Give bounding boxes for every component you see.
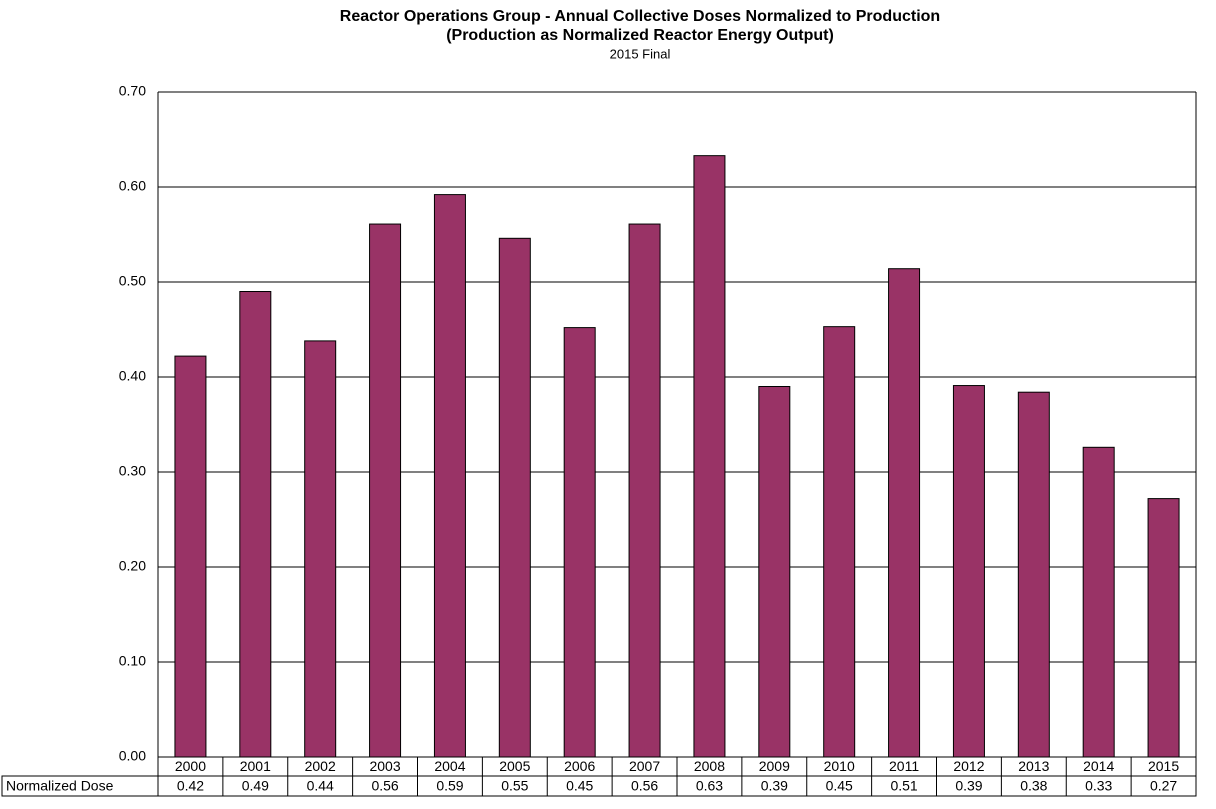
y-tick-label: 0.00 xyxy=(119,748,146,764)
x-tick-label: 2011 xyxy=(889,758,919,774)
bar xyxy=(1017,391,1050,758)
data-label: 0.49 xyxy=(242,778,269,794)
data-label: 0.27 xyxy=(1150,778,1177,794)
x-tick-label: 2001 xyxy=(240,758,271,774)
data-label: 0.45 xyxy=(826,778,853,794)
data-label: 0.42 xyxy=(177,778,204,794)
x-tick-label: 2013 xyxy=(1018,758,1049,774)
legend-label: Normalized Dose xyxy=(6,778,114,794)
data-label: 0.33 xyxy=(1085,778,1112,794)
x-tick-label: 2015 xyxy=(1148,758,1179,774)
table-frame xyxy=(1,775,1197,797)
data-label: 0.45 xyxy=(566,778,593,794)
bar xyxy=(628,223,661,758)
x-tick-label: 2004 xyxy=(434,758,465,774)
y-tick-label: 0.60 xyxy=(119,178,146,194)
bar xyxy=(823,326,856,758)
y-tick-label: 0.40 xyxy=(119,368,146,384)
bar xyxy=(563,327,596,758)
y-tick-label: 0.10 xyxy=(119,653,146,669)
data-label: 0.44 xyxy=(307,778,334,794)
y-tick-label: 0.20 xyxy=(119,558,146,574)
bar xyxy=(758,386,791,758)
data-label: 0.59 xyxy=(436,778,463,794)
bar xyxy=(369,223,402,758)
data-label: 0.63 xyxy=(696,778,723,794)
chart-title: Reactor Operations Group - Annual Collec… xyxy=(340,8,940,25)
data-label: 0.39 xyxy=(955,778,982,794)
x-tick-label: 2010 xyxy=(824,758,855,774)
x-tick-label: 2012 xyxy=(953,758,984,774)
data-label: 0.51 xyxy=(890,778,917,794)
data-label: 0.56 xyxy=(371,778,398,794)
y-tick-label: 0.30 xyxy=(119,463,146,479)
data-label: 0.55 xyxy=(501,778,528,794)
bar xyxy=(1147,498,1180,758)
x-tick-label: 2000 xyxy=(175,758,206,774)
bar xyxy=(1082,446,1115,758)
x-tick-label: 2014 xyxy=(1083,758,1114,774)
x-tick-label: 2007 xyxy=(629,758,660,774)
bar xyxy=(433,194,466,758)
data-label: 0.56 xyxy=(631,778,658,794)
chart-subtitle: (Production as Normalized Reactor Energy… xyxy=(446,27,834,44)
chart-note: 2015 Final xyxy=(610,46,671,61)
bar xyxy=(304,340,337,758)
x-tick-label: 2009 xyxy=(759,758,790,774)
x-tick-label: 2005 xyxy=(499,758,530,774)
y-tick-label: 0.70 xyxy=(119,83,146,99)
bar xyxy=(239,291,272,758)
data-label: 0.39 xyxy=(761,778,788,794)
x-tick-label: 2008 xyxy=(694,758,725,774)
x-tick-label: 2002 xyxy=(305,758,336,774)
x-tick-label: 2003 xyxy=(369,758,400,774)
bar xyxy=(174,355,207,758)
bar xyxy=(888,268,921,758)
bar xyxy=(693,155,726,758)
bar xyxy=(952,385,985,758)
y-tick-label: 0.50 xyxy=(119,273,146,289)
bar xyxy=(498,237,531,758)
data-label: 0.38 xyxy=(1020,778,1047,794)
x-tick-label: 2006 xyxy=(564,758,595,774)
